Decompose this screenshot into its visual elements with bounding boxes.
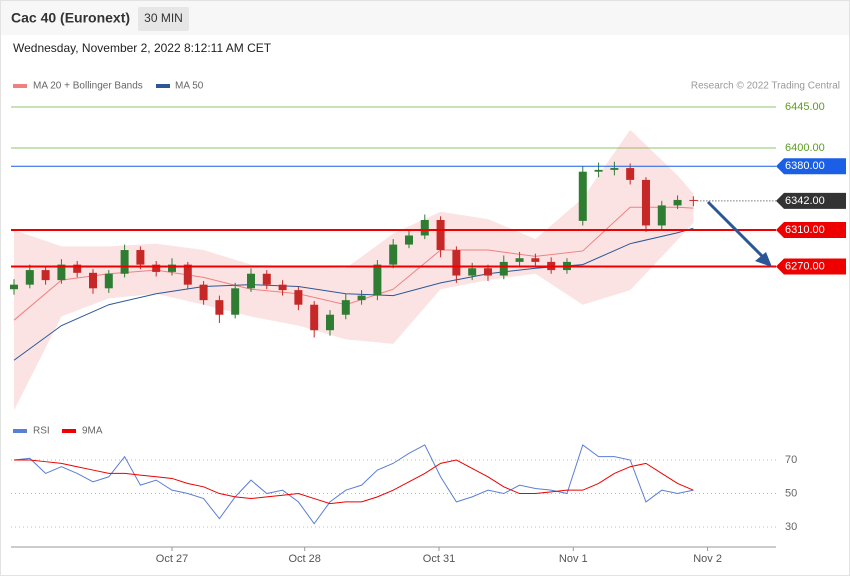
interval[interactable]: 30 MIN xyxy=(144,11,183,25)
plot: 6445.00 6400.00 6380.00 6342.00 6310.00 6270.… xyxy=(10,101,846,565)
y-tick-label: 30 xyxy=(785,521,797,533)
candle-body xyxy=(452,250,461,276)
candle-body xyxy=(231,288,240,315)
candle-body xyxy=(88,272,97,289)
x-tick-label: Oct 27 xyxy=(156,553,188,565)
y-tick-label: 50 xyxy=(785,487,797,499)
legend-swatch xyxy=(156,84,170,88)
candle-body xyxy=(294,290,303,305)
candle-body xyxy=(689,199,698,201)
candle-body xyxy=(41,270,50,281)
bollinger-band xyxy=(14,129,694,411)
candle-body xyxy=(120,250,129,274)
candle-body xyxy=(262,273,271,285)
level-label: 6380.00 xyxy=(785,160,825,172)
legend-label: RSI xyxy=(33,426,50,437)
candle-body xyxy=(73,264,82,273)
rsi-line xyxy=(14,459,694,505)
candle-body xyxy=(152,264,161,272)
level-tag xyxy=(776,258,846,275)
legend-swatch xyxy=(62,429,76,433)
x-tick-label: Nov 2 xyxy=(693,553,722,565)
legend-label: MA 20 + Bollinger Bands xyxy=(33,81,143,92)
candle-body xyxy=(215,300,224,315)
candle-body xyxy=(10,284,19,290)
level-label: 6270.00 xyxy=(785,260,825,272)
level-tag xyxy=(776,158,846,175)
level-label: 6342.00 xyxy=(785,195,825,207)
candle-body xyxy=(610,168,619,170)
candle-body xyxy=(531,258,540,262)
candle-body xyxy=(389,244,398,265)
candle-body xyxy=(578,171,587,221)
candle-body xyxy=(373,264,382,296)
candle-body xyxy=(167,264,176,272)
level-label: 6310.00 xyxy=(785,224,825,236)
candle-body xyxy=(404,235,413,245)
legend-swatch xyxy=(13,84,27,88)
y-tick-label: 70 xyxy=(785,454,797,466)
candle-body xyxy=(594,169,603,172)
x-tick-label: Oct 28 xyxy=(289,553,321,565)
y-tick-label: 6400.00 xyxy=(785,142,825,154)
forecast-arrow xyxy=(706,200,768,262)
candle-body xyxy=(483,268,492,276)
credit: Research © 2022 Trading Central xyxy=(691,81,840,92)
candle-body xyxy=(199,284,208,301)
candle-body xyxy=(310,304,319,331)
candle-body xyxy=(25,270,34,285)
candle-body xyxy=(136,250,145,265)
candle-body xyxy=(278,284,287,291)
level-tag xyxy=(776,222,846,239)
candle-body xyxy=(183,264,192,285)
candle-body xyxy=(325,314,334,331)
x-tick-label: Oct 31 xyxy=(423,553,455,565)
candle-body xyxy=(641,179,650,226)
legend-label: 9MA xyxy=(82,426,103,437)
candle-body xyxy=(104,273,113,289)
candle-body xyxy=(436,219,445,251)
ma50-line xyxy=(13,227,694,361)
x-tick-label: Nov 1 xyxy=(559,553,588,565)
legend-label: MA 50 xyxy=(175,81,204,92)
level-tag xyxy=(776,192,846,209)
legend-swatch xyxy=(13,429,27,433)
title: Cac 40 (Euronext) xyxy=(11,10,130,26)
y-tick-label: 6445.00 xyxy=(785,101,825,113)
candle-body xyxy=(357,295,366,301)
candle-body xyxy=(246,273,255,289)
candle-body xyxy=(420,219,429,236)
candle-body xyxy=(626,168,635,180)
candle-body xyxy=(499,261,508,276)
candle-body xyxy=(468,268,477,276)
candle-body xyxy=(673,199,682,206)
forecast-arrow-head xyxy=(755,252,772,267)
candle-body xyxy=(657,205,666,226)
candle-body xyxy=(57,264,66,281)
candle-body xyxy=(341,300,350,315)
rsi-line xyxy=(13,444,694,525)
interval-badge[interactable] xyxy=(138,7,189,31)
timestamp: Wednesday, November 2, 2022 8:12:11 AM C… xyxy=(13,41,272,55)
candle-body xyxy=(515,258,524,262)
